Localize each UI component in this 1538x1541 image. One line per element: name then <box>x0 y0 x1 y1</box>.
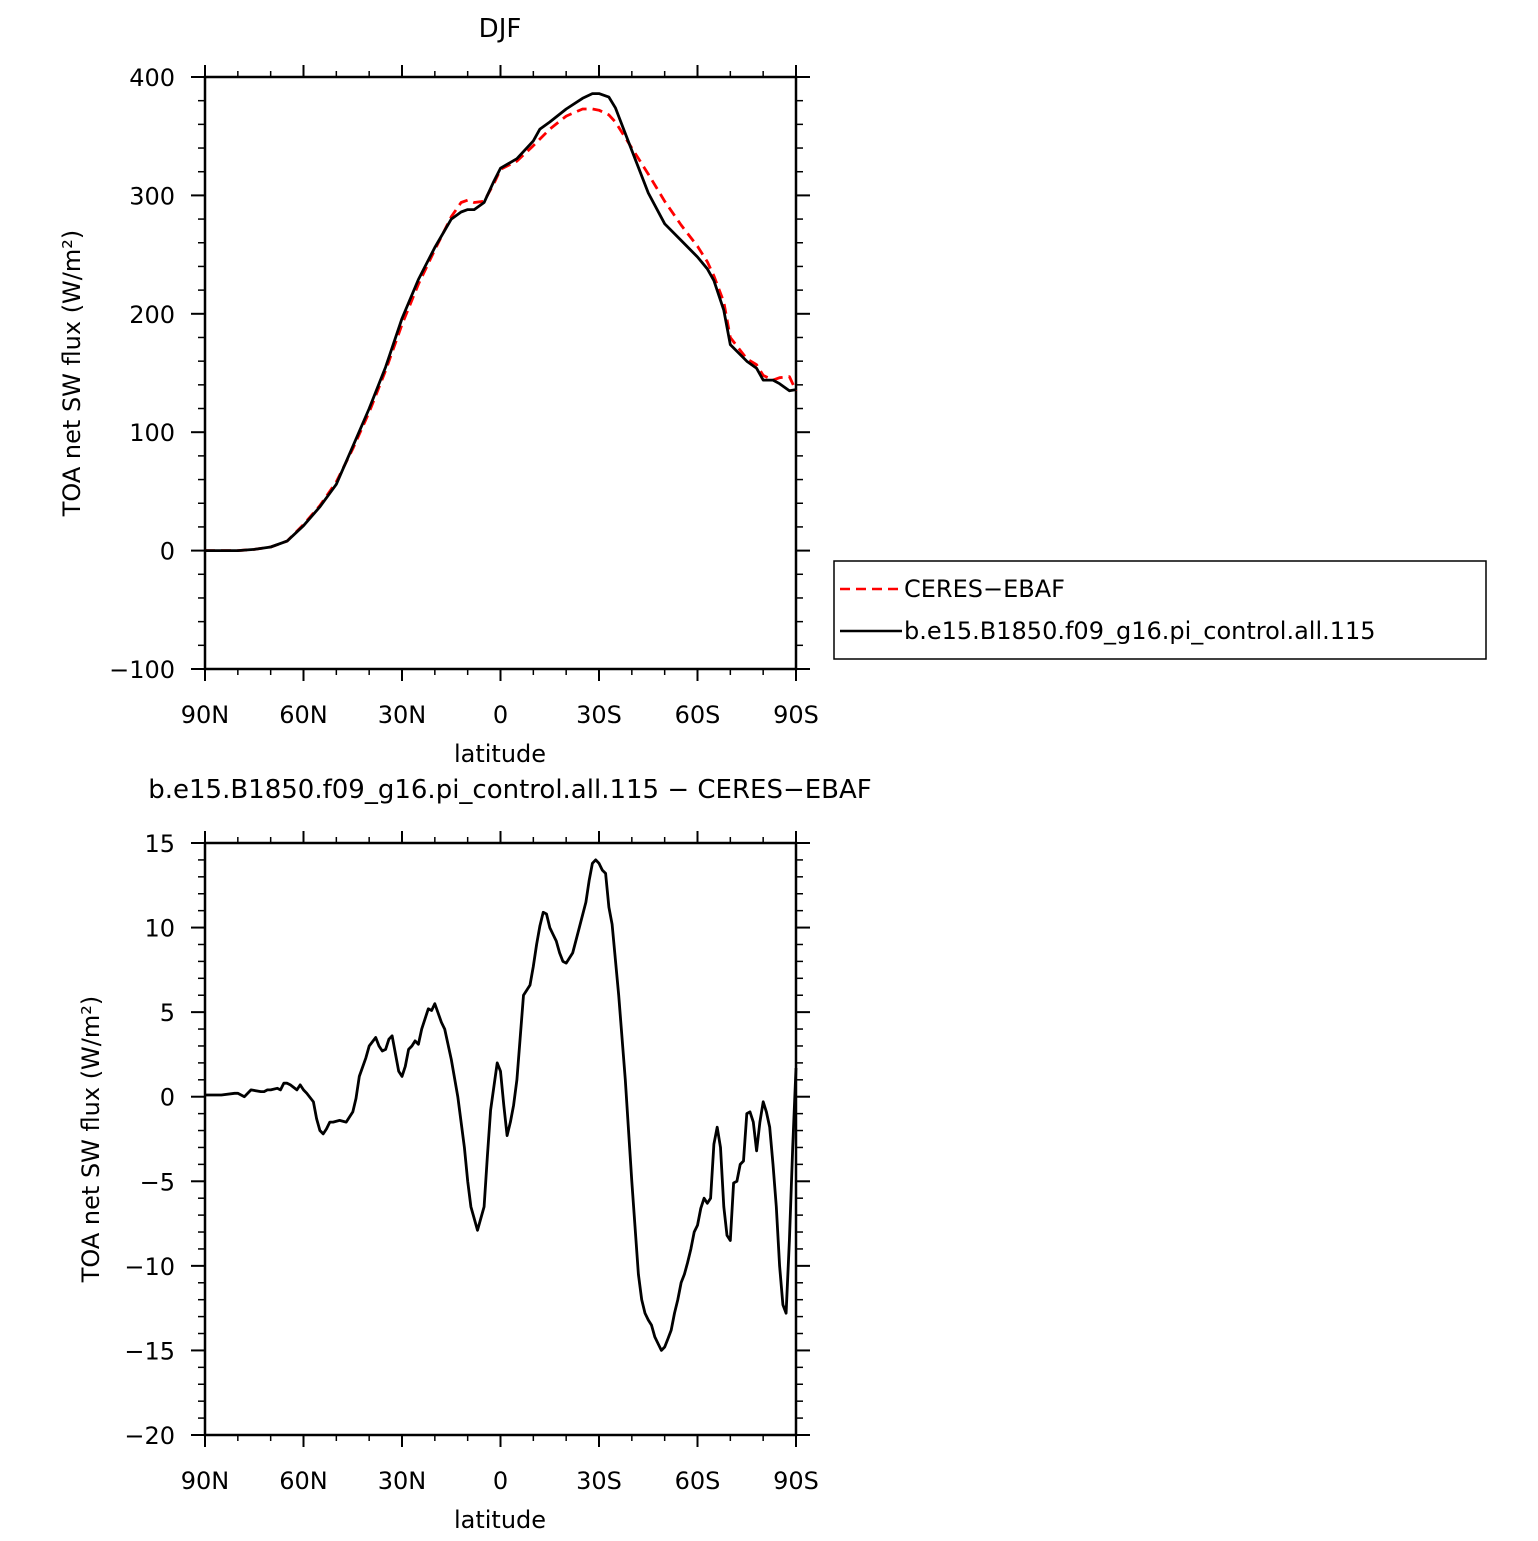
y-tick-label-100: 100 <box>129 419 175 447</box>
panel-title: b.e15.B1850.f09_g16.pi_control.all.115 −… <box>148 775 872 805</box>
legend-label-model: b.e15.B1850.f09_g16.pi_control.all.115 <box>904 617 1376 645</box>
difference-panel: b.e15.B1850.f09_g16.pi_control.all.115 −… <box>77 775 872 1534</box>
x-tick-label-30s: 30S <box>576 1467 622 1495</box>
x-axis-label: latitude <box>454 740 546 768</box>
y-tick-label-10: −10 <box>124 1253 175 1281</box>
x-tick-label-60n: 60N <box>279 701 328 729</box>
x-tick-labels: 90N 60N 30N 0 30S 60S 90S <box>181 701 819 729</box>
x-tick-label-30s: 30S <box>576 701 622 729</box>
x-tick-label-30n: 30N <box>378 1467 427 1495</box>
y-tick-label-15: −15 <box>124 1337 175 1365</box>
series-line-difference <box>205 858 798 1352</box>
series-group <box>205 858 798 1352</box>
x-tick-label-60s: 60S <box>675 1467 721 1495</box>
y-tick-labels: 400 300 200 100 0 −100 <box>109 64 175 684</box>
y-tick-labels: 15 10 5 0 −5 −10 −15 −20 <box>124 830 175 1450</box>
x-tick-label-0: 0 <box>493 701 508 729</box>
x-tick-label-90n: 90N <box>181 1467 230 1495</box>
y-tick-label-100: −100 <box>109 656 175 684</box>
y-axis-label: TOA net SW flux (W/m²) <box>77 996 105 1284</box>
plot-frame <box>203 75 798 671</box>
x-tick-label-0: 0 <box>493 1467 508 1495</box>
series-group <box>205 92 798 552</box>
y-tick-label-10: 10 <box>144 915 175 943</box>
x-tick-label-90n: 90N <box>181 701 230 729</box>
x-tick-label-60s: 60S <box>675 701 721 729</box>
axis-ticks <box>191 65 810 681</box>
x-tick-label-90s: 90S <box>773 701 819 729</box>
plot-frame <box>203 841 798 1437</box>
y-tick-label-15: 15 <box>144 830 175 858</box>
legend-box <box>833 560 1487 660</box>
series-line-b-e15-b1850-f09-g16-pi-control-all-115 <box>205 92 797 552</box>
series-line-ceres-ebaf <box>205 107 798 552</box>
x-tick-labels: 90N 60N 30N 0 30S 60S 90S <box>181 1467 819 1495</box>
y-tick-label-5: −5 <box>140 1168 175 1196</box>
legend-label-ceres: CERES−EBAF <box>904 575 1065 603</box>
y-tick-label-200: 200 <box>129 301 175 329</box>
y-tick-label-300: 300 <box>129 182 175 210</box>
y-tick-label-0: 0 <box>160 538 175 566</box>
y-tick-label-400: 400 <box>129 64 175 92</box>
x-tick-label-90s: 90S <box>773 1467 819 1495</box>
y-tick-label-5: 5 <box>160 999 175 1027</box>
x-tick-label-60n: 60N <box>279 1467 328 1495</box>
panel-title: DJF <box>479 14 522 44</box>
y-tick-label-0: 0 <box>160 1084 175 1112</box>
legend: CERES−EBAF b.e15.B1850.f09_g16.pi_contro… <box>833 560 1487 660</box>
x-tick-label-30n: 30N <box>378 701 427 729</box>
axis-ticks <box>191 831 810 1447</box>
y-axis-label: TOA net SW flux (W/m²) <box>58 230 86 518</box>
y-tick-label-20: −20 <box>124 1422 175 1450</box>
x-axis-label: latitude <box>454 1506 546 1534</box>
